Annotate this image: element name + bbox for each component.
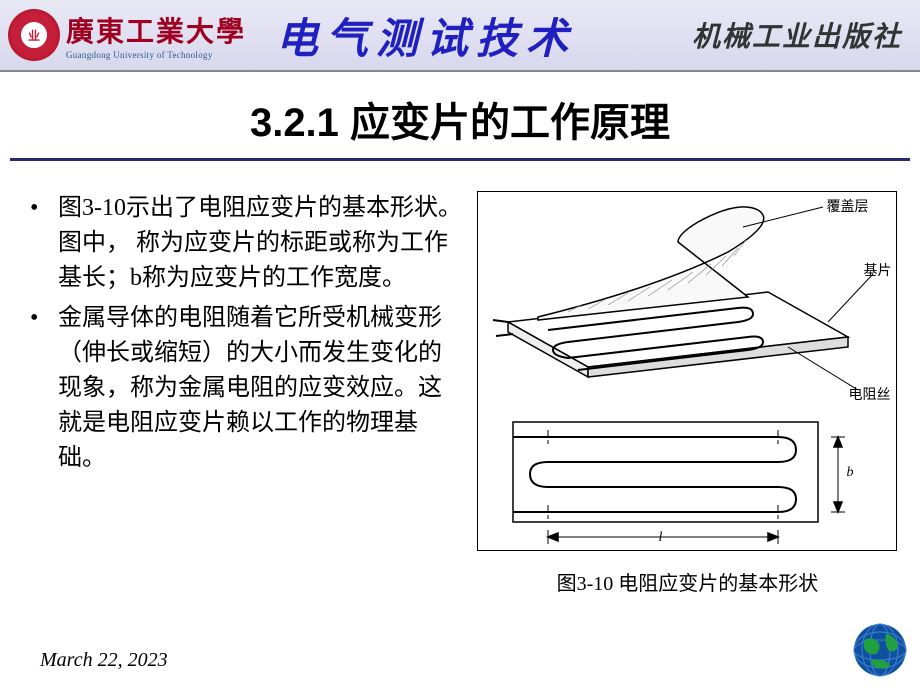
label-cover: 覆盖层 (826, 196, 868, 216)
bullet-marker: • (30, 301, 58, 475)
university-name-cn: 廣東工業大學 (66, 10, 246, 50)
slide-content: • 图3-10示出了电阻应变片的基本形状。图中， 称为应变片的标距或称为工作基长… (0, 161, 920, 596)
figure-diagram: 覆盖层 基片 电阻丝 l b (477, 191, 897, 551)
label-length: l (658, 530, 662, 546)
label-width: b (846, 465, 853, 481)
bullet-text: 金属导体的电阻随着它所受机械变形（伸长或缩短）的大小而发生变化的现象，称为金属电… (58, 301, 465, 475)
label-base: 基片 (863, 260, 891, 280)
globe-icon (852, 622, 908, 678)
slide-title: 3.2.1 应变片的工作原理 (10, 72, 910, 161)
university-name-block: 廣東工業大學 Guangdong University of Technolog… (66, 10, 246, 60)
text-column: • 图3-10示出了电阻应变片的基本形状。图中， 称为应变片的标距或称为工作基长… (30, 191, 465, 596)
strain-gauge-diagram (478, 192, 898, 552)
university-logo-area: 业 廣東工業大學 Guangdong University of Technol… (8, 9, 246, 61)
bullet-marker: • (30, 191, 58, 295)
footer-date: March 22, 2023 (40, 649, 168, 672)
course-title: 电气测试技术 (276, 5, 576, 66)
figure-column: 覆盖层 基片 电阻丝 l b 图3-10 电阻应变片的基本形状 (475, 191, 900, 596)
university-name-en: Guangdong University of Technology (66, 50, 246, 60)
label-wire: 电阻丝 (848, 384, 890, 404)
bullet-item: • 金属导体的电阻随着它所受机械变形（伸长或缩短）的大小而发生变化的现象，称为金… (30, 301, 465, 475)
bullet-text: 图3-10示出了电阻应变片的基本形状。图中， 称为应变片的标距或称为工作基长；b… (58, 191, 465, 295)
seal-char: 业 (19, 20, 49, 50)
bullet-item: • 图3-10示出了电阻应变片的基本形状。图中， 称为应变片的标距或称为工作基长… (30, 191, 465, 295)
university-seal: 业 (8, 9, 60, 61)
slide-header: 业 廣東工業大學 Guangdong University of Technol… (0, 0, 920, 72)
publisher-name: 机械工业出版社 (692, 15, 902, 55)
figure-caption: 图3-10 电阻应变片的基本形状 (557, 567, 819, 596)
